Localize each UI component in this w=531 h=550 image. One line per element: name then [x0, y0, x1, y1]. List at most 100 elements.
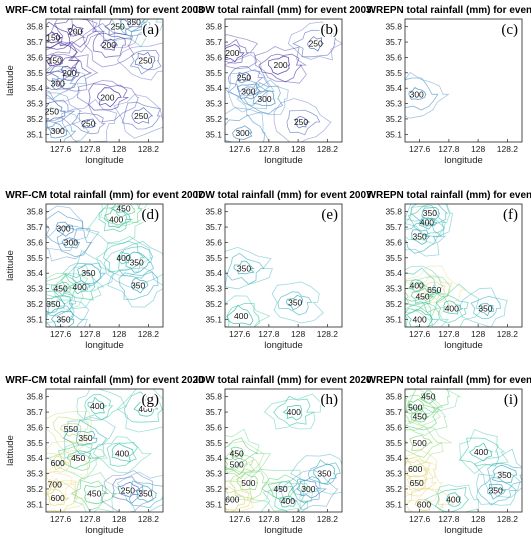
isoline — [491, 464, 517, 484]
isoline — [70, 479, 117, 511]
isoline — [405, 389, 444, 427]
isoline — [103, 241, 163, 288]
isoline — [476, 470, 521, 506]
isoline — [477, 476, 518, 506]
isoline — [131, 107, 154, 125]
panel-i: WREPN total rainfall (mm) for event 2020… — [367, 375, 531, 536]
contour-label: 300 — [51, 79, 65, 89]
contour-label: 350 — [413, 231, 427, 241]
isoline — [487, 483, 507, 500]
isoline — [46, 283, 77, 324]
isoline — [229, 468, 269, 500]
y-tick-label: 35.6 — [385, 237, 402, 247]
contour-label: 400 — [420, 217, 434, 227]
x-axis-label: longitude — [444, 155, 483, 166]
isoline — [411, 287, 435, 305]
isoline — [263, 393, 321, 430]
y-tick-label: 35.3 — [205, 284, 222, 294]
isoline — [405, 419, 452, 467]
isoline — [61, 98, 118, 142]
contour-label: 450 — [415, 291, 429, 301]
contour-label: 250 — [45, 106, 59, 116]
isoline — [405, 394, 436, 425]
contour-label: 400 — [234, 311, 248, 321]
y-tick-label: 35.3 — [205, 469, 222, 479]
isoline — [258, 53, 303, 83]
isoline — [273, 98, 332, 142]
x-tick-label: 127.6 — [50, 144, 72, 154]
contour-label: 350 — [81, 268, 95, 278]
isoline — [46, 480, 88, 512]
x-tick-label: 127.6 — [50, 514, 72, 524]
y-tick-label: 35.6 — [205, 52, 222, 62]
isoline — [51, 77, 66, 90]
contour-label: 200 — [100, 92, 114, 102]
contour-label: 250 — [237, 72, 251, 82]
isoline — [408, 389, 450, 414]
y-tick-label: 35.5 — [385, 68, 402, 78]
y-tick-label: 35.1 — [205, 129, 222, 139]
isoline — [233, 260, 255, 275]
isoline — [409, 434, 433, 451]
contour-label: 400 — [116, 253, 130, 263]
contour-label: 400 — [445, 304, 459, 314]
isoline — [410, 204, 449, 227]
contour-label: 150 — [48, 56, 62, 66]
isoline — [226, 252, 265, 285]
x-tick-label: 127.8 — [438, 514, 460, 524]
contour-label: 700 — [48, 479, 62, 489]
panel-letter: (b) — [321, 22, 339, 38]
isoline — [225, 437, 259, 471]
contour-label: 250 — [81, 119, 95, 129]
y-tick-label: 35.4 — [385, 453, 402, 463]
y-tick-label: 35.7 — [26, 407, 43, 417]
y-tick-label: 35.6 — [26, 237, 43, 247]
contour-label: 450 — [71, 453, 85, 463]
contour-label: 350 — [138, 489, 152, 499]
isoline — [236, 473, 259, 491]
x-tick-label: 127.8 — [438, 329, 460, 339]
contour-label: 450 — [230, 449, 244, 459]
contour-label: 200 — [62, 68, 76, 78]
isoline — [80, 118, 97, 129]
isoline — [243, 82, 284, 115]
axes-frame — [404, 203, 523, 328]
contour-label: 250 — [138, 56, 152, 66]
contour-label: 250 — [111, 22, 125, 32]
y-tick-label: 35.8 — [26, 22, 43, 32]
x-tick-label: 128.2 — [138, 329, 160, 339]
y-tick-label: 35.8 — [385, 22, 402, 32]
isoline — [52, 416, 89, 444]
y-tick-label: 35.4 — [26, 453, 43, 463]
isoline — [46, 40, 81, 82]
isoline — [46, 290, 74, 317]
isoline — [46, 106, 90, 142]
isoline — [261, 480, 313, 512]
y-tick-label: 35.2 — [26, 299, 43, 309]
isoline — [290, 453, 342, 495]
y-axis-label: latitude — [5, 250, 16, 281]
y-tick-label: 35.2 — [205, 484, 222, 494]
y-tick-label: 35.1 — [385, 129, 402, 139]
panel-letter: (h) — [321, 392, 339, 408]
isoline — [292, 29, 337, 58]
isoline — [46, 272, 89, 311]
isoline — [63, 417, 116, 459]
panel-letter: (a) — [142, 22, 159, 38]
contour-label: 150 — [46, 32, 60, 42]
panel-e: IDW total rainfall (mm) for event 2007 35… — [195, 190, 372, 351]
isoline — [55, 221, 75, 237]
contour-label: 400 — [138, 404, 152, 414]
isoline — [296, 479, 321, 499]
isoline — [423, 283, 485, 327]
isoline — [236, 83, 262, 100]
y-tick-label: 35.6 — [205, 237, 222, 247]
isoline — [85, 204, 150, 245]
panel-title: WREPN total rainfall (mm) for event 2003 — [367, 5, 531, 16]
isoline — [225, 114, 266, 142]
x-tick-label: 127.6 — [409, 144, 431, 154]
isoline — [277, 291, 313, 316]
isoline — [46, 225, 100, 262]
isoline — [116, 389, 163, 433]
isoline — [254, 46, 308, 84]
